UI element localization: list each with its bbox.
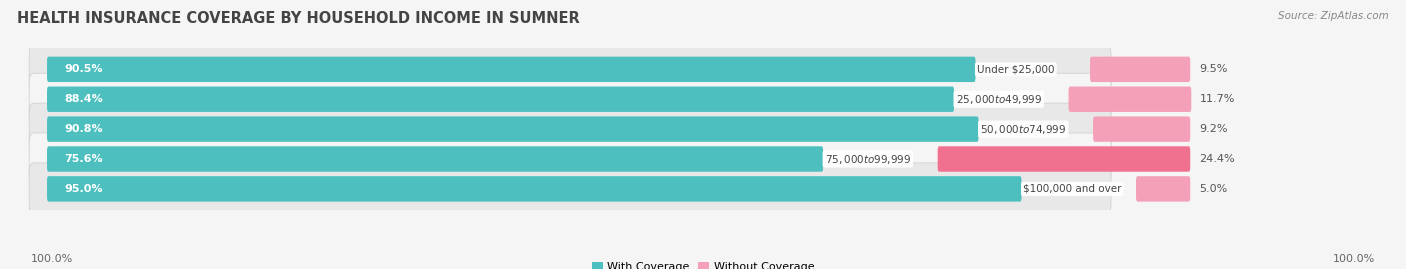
Text: 88.4%: 88.4% xyxy=(63,94,103,104)
Legend: With Coverage, Without Coverage: With Coverage, Without Coverage xyxy=(592,262,814,269)
FancyBboxPatch shape xyxy=(46,57,976,82)
Text: Under $25,000: Under $25,000 xyxy=(977,64,1054,74)
FancyBboxPatch shape xyxy=(30,103,1111,155)
FancyBboxPatch shape xyxy=(46,146,823,172)
Text: 11.7%: 11.7% xyxy=(1199,94,1236,104)
FancyBboxPatch shape xyxy=(1069,87,1191,112)
Text: Source: ZipAtlas.com: Source: ZipAtlas.com xyxy=(1278,11,1389,21)
FancyBboxPatch shape xyxy=(30,133,1111,185)
Text: 90.5%: 90.5% xyxy=(63,64,103,74)
FancyBboxPatch shape xyxy=(1092,116,1191,142)
FancyBboxPatch shape xyxy=(46,116,979,142)
Text: 5.0%: 5.0% xyxy=(1199,184,1227,194)
Text: 100.0%: 100.0% xyxy=(31,254,73,264)
FancyBboxPatch shape xyxy=(1090,57,1191,82)
Text: 95.0%: 95.0% xyxy=(63,184,103,194)
FancyBboxPatch shape xyxy=(938,146,1191,172)
FancyBboxPatch shape xyxy=(30,163,1111,215)
Text: 9.5%: 9.5% xyxy=(1199,64,1227,74)
FancyBboxPatch shape xyxy=(30,43,1111,95)
Text: $100,000 and over: $100,000 and over xyxy=(1024,184,1122,194)
Text: 100.0%: 100.0% xyxy=(1333,254,1375,264)
FancyBboxPatch shape xyxy=(46,87,955,112)
Text: 24.4%: 24.4% xyxy=(1199,154,1234,164)
FancyBboxPatch shape xyxy=(46,176,1022,201)
Text: HEALTH INSURANCE COVERAGE BY HOUSEHOLD INCOME IN SUMNER: HEALTH INSURANCE COVERAGE BY HOUSEHOLD I… xyxy=(17,11,579,26)
Text: 90.8%: 90.8% xyxy=(63,124,103,134)
FancyBboxPatch shape xyxy=(30,73,1111,125)
Text: 9.2%: 9.2% xyxy=(1199,124,1227,134)
Text: 75.6%: 75.6% xyxy=(63,154,103,164)
FancyBboxPatch shape xyxy=(1136,176,1191,201)
Text: $50,000 to $74,999: $50,000 to $74,999 xyxy=(980,123,1066,136)
Text: $25,000 to $49,999: $25,000 to $49,999 xyxy=(956,93,1042,106)
Text: $75,000 to $99,999: $75,000 to $99,999 xyxy=(825,153,911,165)
